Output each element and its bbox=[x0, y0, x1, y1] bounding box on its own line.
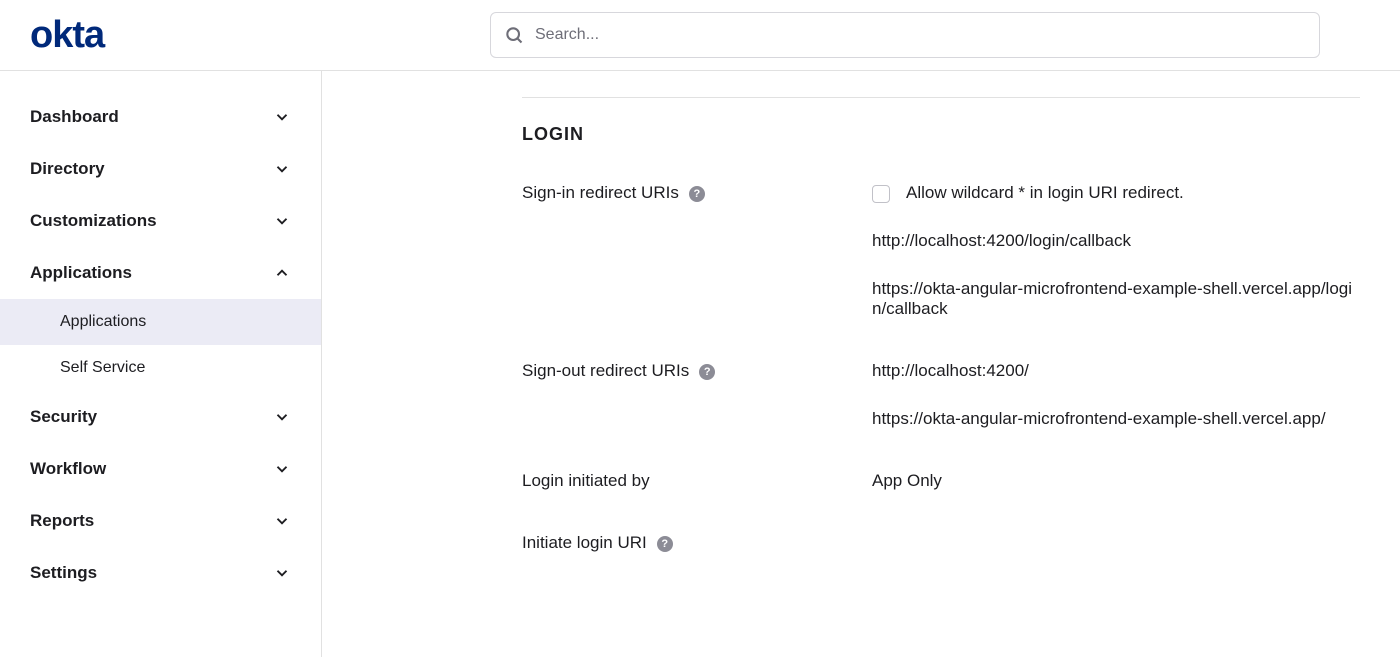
sidebar-item-label: Customizations bbox=[30, 211, 157, 231]
chevron-down-icon bbox=[273, 160, 291, 178]
field-label: Sign-in redirect URIs ? bbox=[522, 183, 872, 319]
label-text: Initiate login URI bbox=[522, 533, 647, 553]
search-wrapper bbox=[490, 12, 1320, 58]
chevron-down-icon bbox=[273, 212, 291, 230]
chevron-down-icon bbox=[273, 108, 291, 126]
field-value bbox=[872, 533, 1360, 553]
help-icon[interactable]: ? bbox=[689, 186, 705, 202]
chevron-down-icon bbox=[273, 408, 291, 426]
okta-logo: okta bbox=[30, 14, 104, 57]
field-signout-redirect-uris: Sign-out redirect URIs ? http://localhos… bbox=[522, 361, 1360, 429]
wildcard-checkbox-row: Allow wildcard * in login URI redirect. bbox=[872, 183, 1360, 203]
field-label: Sign-out redirect URIs ? bbox=[522, 361, 872, 429]
field-value: Allow wildcard * in login URI redirect. … bbox=[872, 183, 1360, 319]
sidebar-item-directory[interactable]: Directory bbox=[0, 143, 321, 195]
sidebar-item-settings[interactable]: Settings bbox=[0, 547, 321, 599]
help-icon[interactable]: ? bbox=[657, 536, 673, 552]
label-text: Login initiated by bbox=[522, 471, 650, 491]
sidebar-subitem-applications[interactable]: Applications bbox=[0, 299, 321, 345]
sidebar-item-label: Dashboard bbox=[30, 107, 119, 127]
divider bbox=[522, 97, 1360, 98]
search-icon bbox=[504, 25, 524, 45]
layout: Dashboard Directory Customizations Appli… bbox=[0, 71, 1400, 657]
sidebar-item-applications[interactable]: Applications bbox=[0, 247, 321, 299]
field-initiate-login-uri: Initiate login URI ? bbox=[522, 533, 1360, 553]
wildcard-checkbox[interactable] bbox=[872, 185, 890, 203]
sidebar-item-label: Workflow bbox=[30, 459, 106, 479]
sidebar-subitem-self-service[interactable]: Self Service bbox=[0, 345, 321, 391]
sidebar-item-label: Security bbox=[30, 407, 97, 427]
header: okta bbox=[0, 0, 1400, 71]
search-input[interactable] bbox=[490, 12, 1320, 58]
label-text: Sign-in redirect URIs bbox=[522, 183, 679, 203]
field-signin-redirect-uris: Sign-in redirect URIs ? Allow wildcard *… bbox=[522, 183, 1360, 319]
field-label: Initiate login URI ? bbox=[522, 533, 872, 553]
chevron-down-icon bbox=[273, 564, 291, 582]
sidebar-item-label: Settings bbox=[30, 563, 97, 583]
sidebar-item-dashboard[interactable]: Dashboard bbox=[0, 91, 321, 143]
sidebar-item-label: Applications bbox=[30, 263, 132, 283]
label-text: Sign-out redirect URIs bbox=[522, 361, 689, 381]
field-login-initiated-by: Login initiated by App Only bbox=[522, 471, 1360, 491]
sidebar-item-reports[interactable]: Reports bbox=[0, 495, 321, 547]
chevron-down-icon bbox=[273, 512, 291, 530]
sidebar-item-workflow[interactable]: Workflow bbox=[0, 443, 321, 495]
uri-value: http://localhost:4200/login/callback bbox=[872, 231, 1360, 251]
sidebar-item-label: Reports bbox=[30, 511, 94, 531]
main-content: LOGIN Sign-in redirect URIs ? Allow wild… bbox=[322, 71, 1400, 657]
sidebar-item-customizations[interactable]: Customizations bbox=[0, 195, 321, 247]
chevron-down-icon bbox=[273, 460, 291, 478]
section-heading-login: LOGIN bbox=[522, 124, 1360, 145]
field-value: App Only bbox=[872, 471, 1360, 491]
uri-value: https://okta-angular-microfrontend-examp… bbox=[872, 409, 1360, 429]
help-icon[interactable]: ? bbox=[699, 364, 715, 380]
sidebar-item-security[interactable]: Security bbox=[0, 391, 321, 443]
field-label: Login initiated by bbox=[522, 471, 872, 491]
chevron-up-icon bbox=[273, 264, 291, 282]
sidebar: Dashboard Directory Customizations Appli… bbox=[0, 71, 322, 657]
uri-value: http://localhost:4200/ bbox=[872, 361, 1360, 381]
checkbox-label: Allow wildcard * in login URI redirect. bbox=[906, 183, 1184, 203]
field-value: http://localhost:4200/ https://okta-angu… bbox=[872, 361, 1360, 429]
uri-value: https://okta-angular-microfrontend-examp… bbox=[872, 279, 1360, 319]
sidebar-item-label: Directory bbox=[30, 159, 105, 179]
